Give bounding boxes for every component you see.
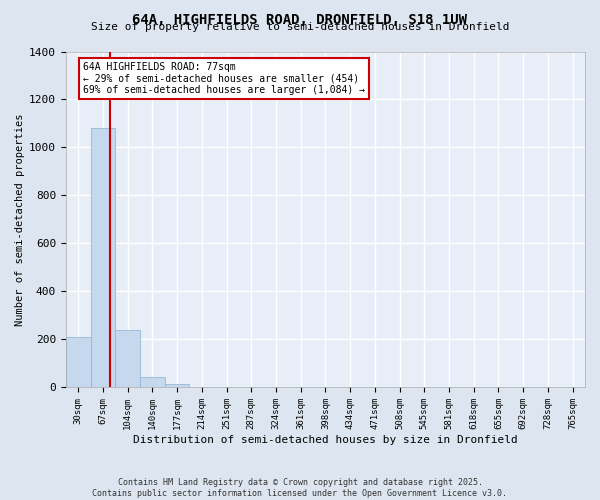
Bar — [66, 337, 91, 388]
X-axis label: Distribution of semi-detached houses by size in Dronfield: Distribution of semi-detached houses by … — [133, 435, 518, 445]
Bar — [115, 330, 140, 388]
Text: 64A HIGHFIELDS ROAD: 77sqm
← 29% of semi-detached houses are smaller (454)
69% o: 64A HIGHFIELDS ROAD: 77sqm ← 29% of semi… — [83, 62, 365, 96]
Text: 64A, HIGHFIELDS ROAD, DRONFIELD, S18 1UW: 64A, HIGHFIELDS ROAD, DRONFIELD, S18 1UW — [133, 12, 467, 26]
Bar — [165, 384, 190, 388]
Y-axis label: Number of semi-detached properties: Number of semi-detached properties — [15, 113, 25, 326]
Bar — [140, 376, 165, 388]
Text: Size of property relative to semi-detached houses in Dronfield: Size of property relative to semi-detach… — [91, 22, 509, 32]
Bar — [91, 128, 115, 388]
Text: Contains HM Land Registry data © Crown copyright and database right 2025.
Contai: Contains HM Land Registry data © Crown c… — [92, 478, 508, 498]
